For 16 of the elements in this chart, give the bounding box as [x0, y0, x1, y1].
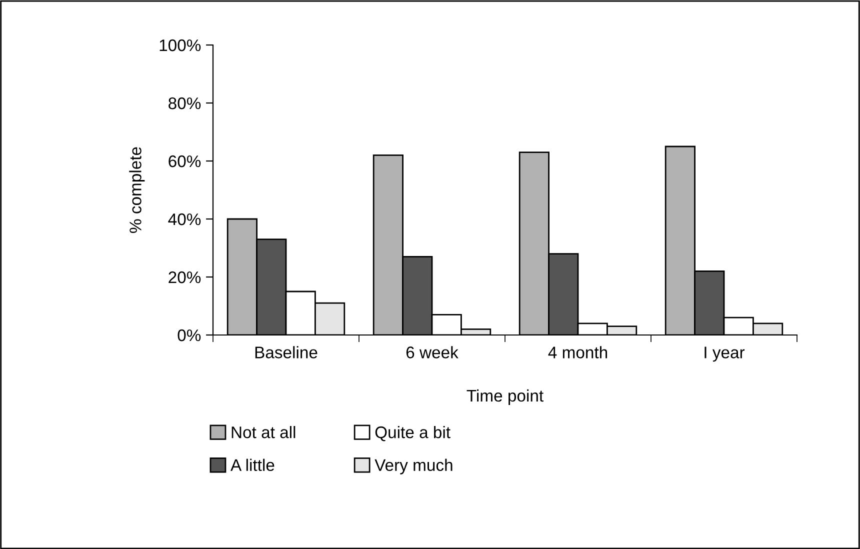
x-tick-label: 4 month: [548, 346, 608, 358]
y-axis-title: % complete: [129, 147, 145, 233]
y-tick-label: 60%: [168, 155, 201, 168]
legend-label: Quite a bit: [375, 426, 450, 442]
legend-label: Not at all: [232, 426, 296, 438]
x-tick-label: Baseline: [255, 346, 318, 358]
x-axis-title: Time point: [466, 389, 544, 405]
x-tick-label: I year: [704, 346, 745, 362]
y-tick-label: 20%: [168, 271, 201, 284]
y-tick-label: 0%: [178, 329, 201, 342]
y-tick-label: 40%: [168, 213, 201, 226]
legend-label: A little: [230, 458, 274, 472]
y-tick-label: 100%: [160, 39, 201, 52]
x-tick-label: 6 week: [406, 346, 458, 358]
y-tick-label: 80%: [168, 97, 201, 110]
legend-label: Very much: [374, 458, 452, 474]
